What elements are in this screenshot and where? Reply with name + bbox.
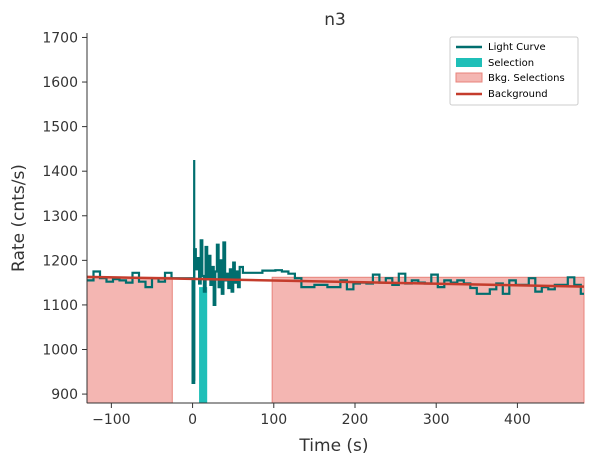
- legend-label-background: Background: [488, 89, 548, 100]
- y-tick-label: 1700: [42, 30, 78, 46]
- legend-label-bkg-selections: Bkg. Selections: [488, 73, 565, 84]
- legend-swatch-bkg-selections: [455, 72, 483, 83]
- legend-frame: [449, 36, 579, 106]
- x-tick-label: 0: [188, 412, 197, 428]
- x-tick-label: 100: [260, 412, 287, 428]
- x-tick-label: 300: [423, 412, 450, 428]
- y-ticks: 900 1000 1100 1200 1300 1400 1500 1600 1700: [42, 30, 87, 403]
- source-selection-region: [199, 287, 208, 403]
- y-tick-label: 1500: [42, 120, 78, 136]
- bkg-selection-region-0: [86, 276, 173, 404]
- y-axis-label: Rate (cnts/s): [9, 164, 29, 272]
- y-tick-label: 1300: [42, 209, 78, 225]
- x-tick-label: 400: [504, 412, 531, 428]
- legend-label-light-curve: Light Curve: [488, 42, 546, 53]
- y-tick-label: 1600: [42, 75, 78, 91]
- y-tick-label: 1000: [42, 343, 78, 359]
- x-tick-label: −100: [92, 412, 130, 428]
- y-tick-label: 1400: [42, 164, 78, 180]
- x-ticks: −100 0 100 200 300 400: [92, 403, 531, 428]
- y-tick-label: 1200: [42, 253, 78, 269]
- y-tick-label: 900: [51, 387, 78, 403]
- plot-area: [86, 160, 585, 404]
- bkg-selection-region-1: [271, 276, 585, 404]
- x-axis-label: Time (s): [298, 436, 368, 456]
- legend-label-selection: Selection: [488, 58, 534, 69]
- y-tick-label: 1100: [42, 298, 78, 314]
- legend-swatch-selection: [456, 58, 482, 67]
- background-fit-line: [86, 275, 585, 288]
- chart-title: n3: [324, 10, 346, 30]
- x-tick-label: 200: [342, 412, 369, 428]
- legend: Light Curve Selection Bkg. Selections Ba…: [449, 36, 579, 106]
